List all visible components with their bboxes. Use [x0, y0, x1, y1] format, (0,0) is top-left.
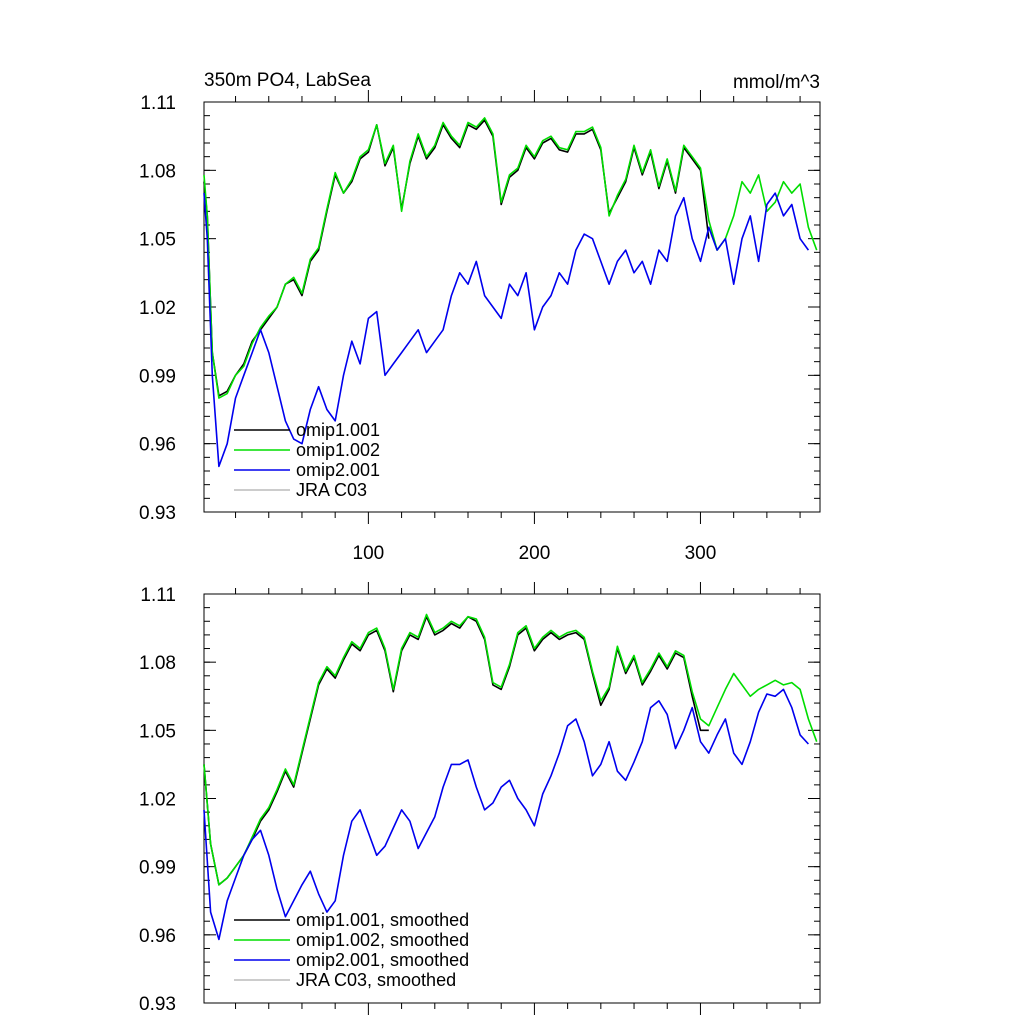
y-tick-label: 0.93 [139, 994, 176, 1015]
units-label: mmol/m^3 [733, 72, 820, 93]
series-line-omip2-001-smoothed [203, 688, 809, 941]
y-tick-label: 1.05 [139, 230, 176, 251]
x-tick-label: 200 [519, 543, 551, 564]
y-tick-label: 1.02 [139, 790, 176, 811]
legend-label-omip1-002-smoothed: omip1.002, smoothed [296, 930, 469, 950]
y-tick-label: 1.11 [140, 585, 176, 606]
legend-label-omip2-001-smoothed: omip2.001, smoothed [296, 950, 469, 970]
series-line-omip1-001 [203, 119, 710, 397]
y-tick-label: 1.05 [139, 721, 176, 742]
y-tick-label: 1.08 [139, 653, 176, 674]
y-tick-label: 1.11 [140, 93, 176, 114]
y-tick-label: 1.02 [139, 298, 176, 319]
legend-label-jra-c03-smoothed: JRA C03, smoothed [296, 970, 456, 990]
y-tick-label: 0.93 [139, 503, 176, 524]
legend-label-omip1-001: omip1.001 [296, 420, 380, 440]
series-line-omip2-001 [203, 192, 810, 468]
bottom-plot-panel: 0.93 0.96 0.99 1.02 1.05 1.08 1.11 omip1.001, s… [139, 582, 821, 1015]
x-tick-label: 100 [353, 543, 385, 564]
legend-label-jra-c03: JRA C03 [296, 480, 367, 500]
top-plot-panel: 0.93 0.96 0.99 1.02 1.05 1.08 1.11 100 200 300 350… [139, 70, 821, 564]
legend-label-omip1-002: omip1.002 [296, 440, 380, 460]
y-tick-label: 1.08 [139, 161, 176, 182]
series-line-omip1-002-smoothed [203, 613, 818, 886]
legend-label-omip2-001: omip2.001 [296, 460, 380, 480]
y-tick-label: 0.96 [139, 435, 176, 456]
series-line-omip1-002 [203, 117, 818, 399]
legend-label-omip1-001-smoothed: omip1.001, smoothed [296, 910, 469, 930]
y-tick-label: 0.99 [139, 858, 176, 879]
x-tick-label: 300 [685, 543, 717, 564]
y-tick-label: 0.96 [139, 926, 176, 947]
chart-title: 350m PO4, LabSea [204, 70, 371, 91]
y-tick-label: 0.99 [139, 366, 176, 387]
